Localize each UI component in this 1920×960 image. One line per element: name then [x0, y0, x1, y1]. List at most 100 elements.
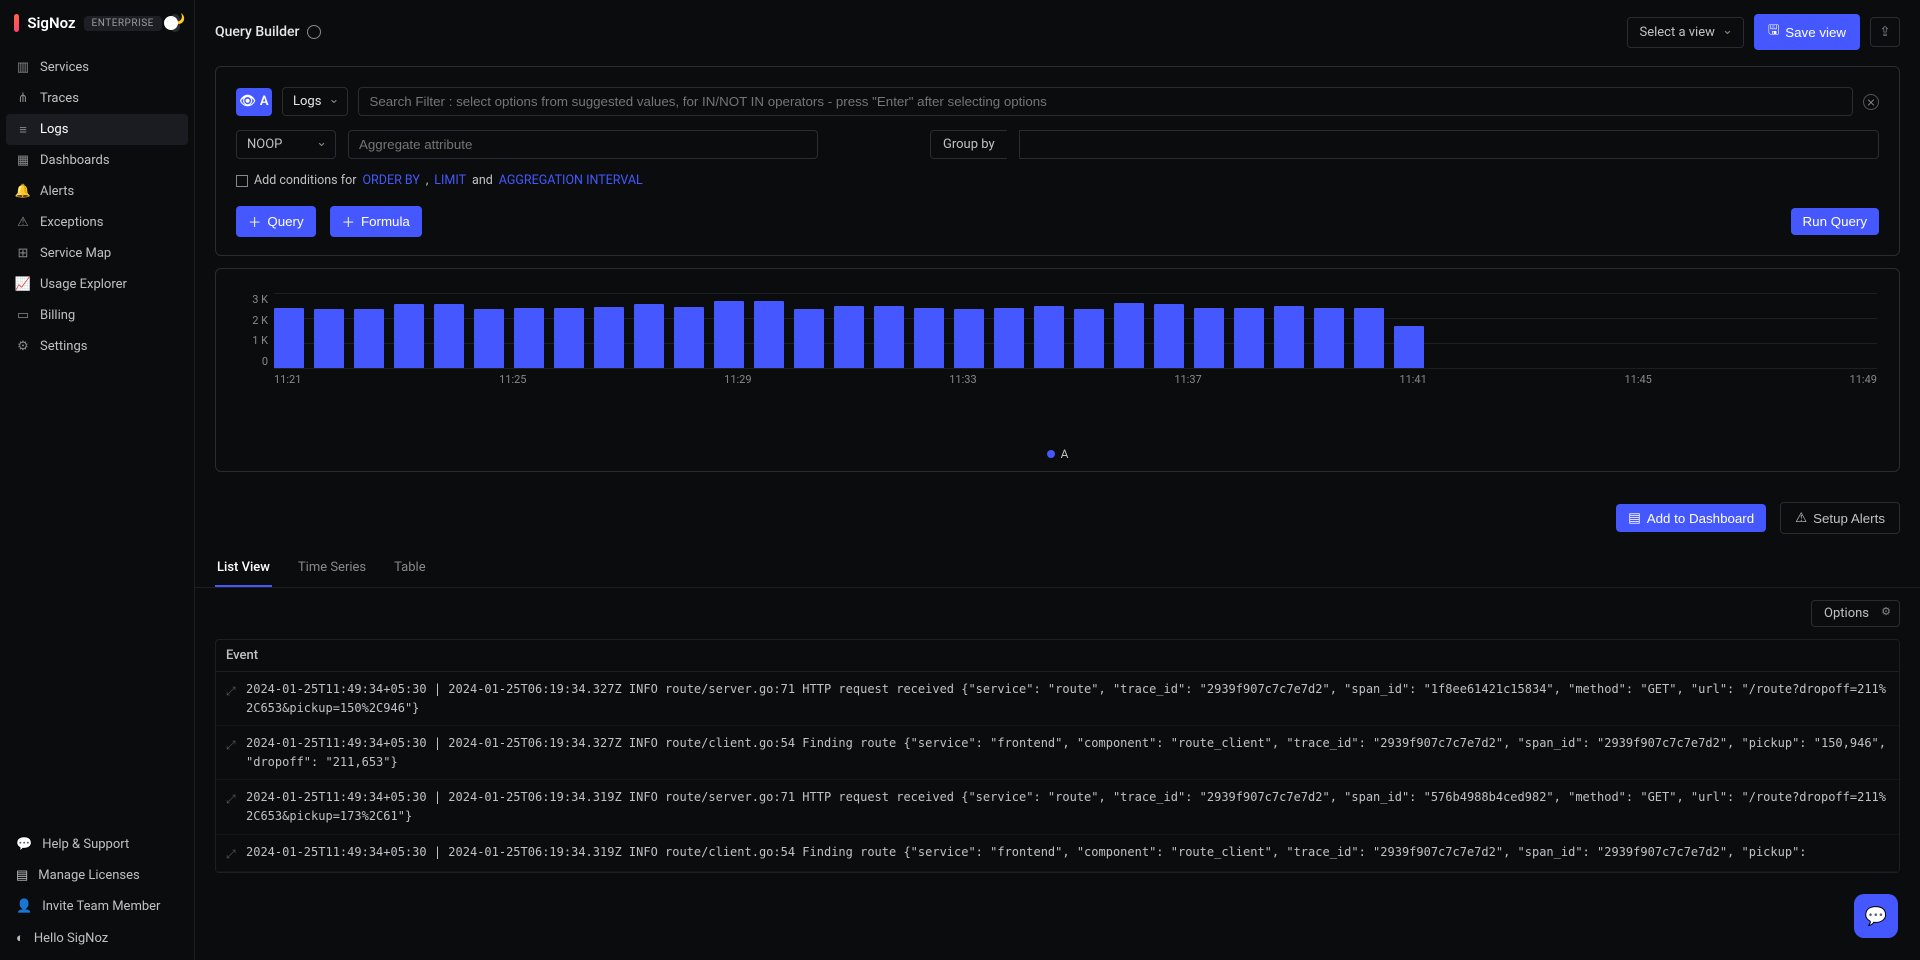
chart-bar[interactable] — [1074, 309, 1104, 368]
expand-icon[interactable]: ⤢ — [226, 680, 238, 701]
formula-btn-label: Formula — [361, 214, 410, 229]
add-to-dashboard-button[interactable]: ▤ Add to Dashboard — [1616, 504, 1766, 532]
groupby-input[interactable] — [1019, 130, 1879, 159]
aggregate-attribute-input[interactable] — [348, 130, 818, 159]
nav-item-alerts[interactable]: 🔔Alerts — [6, 176, 188, 207]
brand-logo-icon — [14, 14, 19, 32]
filter-input[interactable] — [358, 87, 1853, 116]
select-view-dropdown[interactable]: Select a view — [1627, 17, 1744, 48]
chart-bar[interactable] — [1154, 304, 1184, 368]
receipt-icon: ▭ — [16, 309, 30, 323]
chart-bar[interactable] — [554, 308, 584, 368]
chart-bar[interactable] — [954, 309, 984, 368]
logs-type-select[interactable]: Logs — [282, 87, 348, 116]
nav-item-logs[interactable]: ≡Logs — [6, 114, 188, 145]
groupby-label: Group by — [930, 130, 1007, 159]
add-query-button[interactable]: ＋ Query — [236, 206, 316, 237]
chart-bar[interactable] — [394, 304, 424, 368]
agg-interval-link[interactable]: AGGREGATION INTERVAL — [499, 173, 643, 188]
chart-bar[interactable] — [714, 301, 744, 369]
y-tick-label: 1 K — [234, 334, 268, 347]
chart-bar[interactable] — [874, 306, 904, 369]
chart-bar[interactable] — [914, 308, 944, 368]
chart-bar[interactable] — [354, 309, 384, 368]
x-tick-label: 11:29 — [724, 373, 751, 386]
log-row[interactable]: ⤢2024-01-25T11:49:34+05:30 | 2024-01-25T… — [216, 672, 1899, 726]
chart-bar[interactable] — [794, 309, 824, 368]
chart-line-icon: 📈 — [16, 278, 30, 292]
tab-table[interactable]: Table — [392, 550, 427, 587]
nav-item-billing[interactable]: ▭Billing — [6, 300, 188, 331]
nav-item-traces[interactable]: ⋔Traces — [6, 83, 188, 114]
chart-legend: A — [234, 447, 1881, 461]
log-row[interactable]: ⤢2024-01-25T11:49:34+05:30 | 2024-01-25T… — [216, 835, 1899, 873]
log-row[interactable]: ⤢2024-01-25T11:49:34+05:30 | 2024-01-25T… — [216, 726, 1899, 780]
chart-bar[interactable] — [434, 304, 464, 368]
chart-bar[interactable] — [1394, 326, 1424, 369]
nav-item-settings[interactable]: ⚙Settings — [6, 331, 188, 362]
expand-icon[interactable]: ⤢ — [226, 734, 238, 755]
theme-toggle[interactable] — [170, 14, 180, 32]
nav-item-exceptions[interactable]: ⚠Exceptions — [6, 207, 188, 238]
bot-icon: ◐ — [16, 930, 24, 946]
chart-bar[interactable] — [594, 307, 624, 368]
chart-bar[interactable] — [994, 308, 1024, 368]
chart-bar[interactable] — [834, 306, 864, 369]
nav-item-invite-team-member[interactable]: 👤Invite Team Member — [6, 891, 188, 922]
setup-alerts-button[interactable]: ⚠ Setup Alerts — [1780, 502, 1900, 534]
add-conditions-row[interactable]: Add conditions for ORDER BY , LIMIT and … — [236, 173, 1879, 188]
nav-item-help-support[interactable]: 💬Help & Support — [6, 829, 188, 860]
limit-link[interactable]: LIMIT — [434, 173, 466, 188]
chart-bar[interactable] — [1194, 308, 1224, 368]
dashboard-icon: ▤ — [1628, 510, 1641, 526]
chart-bar[interactable] — [1234, 308, 1264, 368]
add-formula-button[interactable]: ＋ Formula — [330, 206, 422, 237]
stage-chip[interactable]: 👁 A — [236, 88, 272, 116]
help-icon[interactable] — [307, 25, 321, 39]
chart-bar[interactable] — [1354, 308, 1384, 368]
tab-list-view[interactable]: List View — [215, 550, 272, 587]
x-tick-label: 11:49 — [1850, 373, 1877, 386]
nav-item-usage-explorer[interactable]: 📈Usage Explorer — [6, 269, 188, 300]
chart-bar[interactable] — [314, 309, 344, 368]
noop-label: NOOP — [247, 137, 282, 152]
main-nav: ▥Services⋔Traces≡Logs▦Dashboards🔔Alerts⚠… — [0, 46, 194, 823]
chart-bar[interactable] — [274, 308, 304, 368]
nav-item-label: Services — [40, 60, 89, 75]
chart-bar[interactable] — [1114, 303, 1144, 368]
expand-icon[interactable]: ⤢ — [226, 843, 238, 864]
and: and — [472, 173, 493, 188]
log-row[interactable]: ⤢2024-01-25T11:49:34+05:30 | 2024-01-25T… — [216, 780, 1899, 834]
alert-icon: ⚠ — [1795, 510, 1807, 526]
add-to-dashboard-label: Add to Dashboard — [1647, 511, 1754, 526]
chart-bar[interactable] — [754, 301, 784, 369]
x-tick-label: 11:21 — [274, 373, 301, 386]
nav-item-manage-licenses[interactable]: ▤Manage Licenses — [6, 860, 188, 891]
chart-bar[interactable] — [514, 308, 544, 368]
share-button[interactable]: ⇪ — [1870, 17, 1900, 47]
nav-item-label: Logs — [40, 122, 68, 137]
options-label: Options — [1824, 606, 1869, 621]
nav-item-label: Alerts — [40, 184, 74, 199]
options-button[interactable]: Options — [1811, 600, 1900, 627]
chart-bar[interactable] — [474, 309, 504, 368]
chart-bar[interactable] — [1034, 306, 1064, 369]
run-query-button[interactable]: Run Query — [1791, 208, 1879, 235]
nav-item-dashboards[interactable]: ▦Dashboards — [6, 145, 188, 176]
order-by-link[interactable]: ORDER BY — [362, 173, 419, 188]
expand-icon[interactable]: ⤢ — [226, 788, 238, 809]
chart-bar[interactable] — [634, 304, 664, 368]
chart-bar[interactable] — [1274, 306, 1304, 369]
nav-item-services[interactable]: ▥Services — [6, 52, 188, 83]
save-view-button[interactable]: 🖫 Save view — [1754, 14, 1860, 50]
aggregation-operator-select[interactable]: NOOP — [236, 130, 336, 159]
chat-fab[interactable]: 💬 — [1854, 894, 1898, 938]
query-builder-title: Query Builder — [215, 24, 299, 40]
tab-time-series[interactable]: Time Series — [296, 550, 368, 587]
chart-bar[interactable] — [674, 307, 704, 368]
grid-icon: ▦ — [16, 154, 30, 168]
clear-filter-icon[interactable] — [1863, 94, 1879, 110]
nav-item-hello-signoz[interactable]: ◐Hello SigNoz — [6, 922, 188, 954]
chart-bar[interactable] — [1314, 308, 1344, 368]
nav-item-service-map[interactable]: ⊞Service Map — [6, 238, 188, 269]
